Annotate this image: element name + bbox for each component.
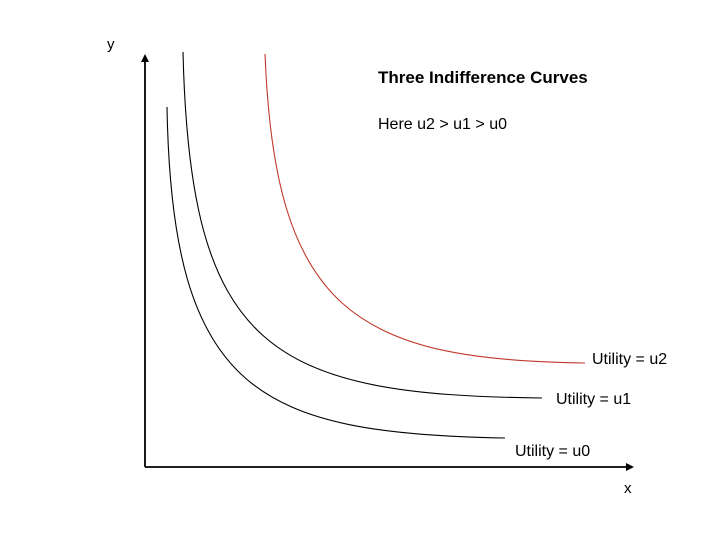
curve-label-u0: Utility = u0 xyxy=(515,443,590,460)
curve-u2 xyxy=(264,53,586,364)
curve-label-u1: Utility = u1 xyxy=(556,391,631,408)
x-axis-label: x xyxy=(624,480,632,497)
diagram-subtitle: Here u2 > u1 > u0 xyxy=(378,116,507,133)
curve-u1 xyxy=(182,51,543,399)
diagram-title: Three Indifference Curves xyxy=(378,68,588,87)
curve-u0 xyxy=(166,106,506,439)
curve-label-u2: Utility = u2 xyxy=(592,351,667,368)
y-axis-label: y xyxy=(107,36,115,53)
